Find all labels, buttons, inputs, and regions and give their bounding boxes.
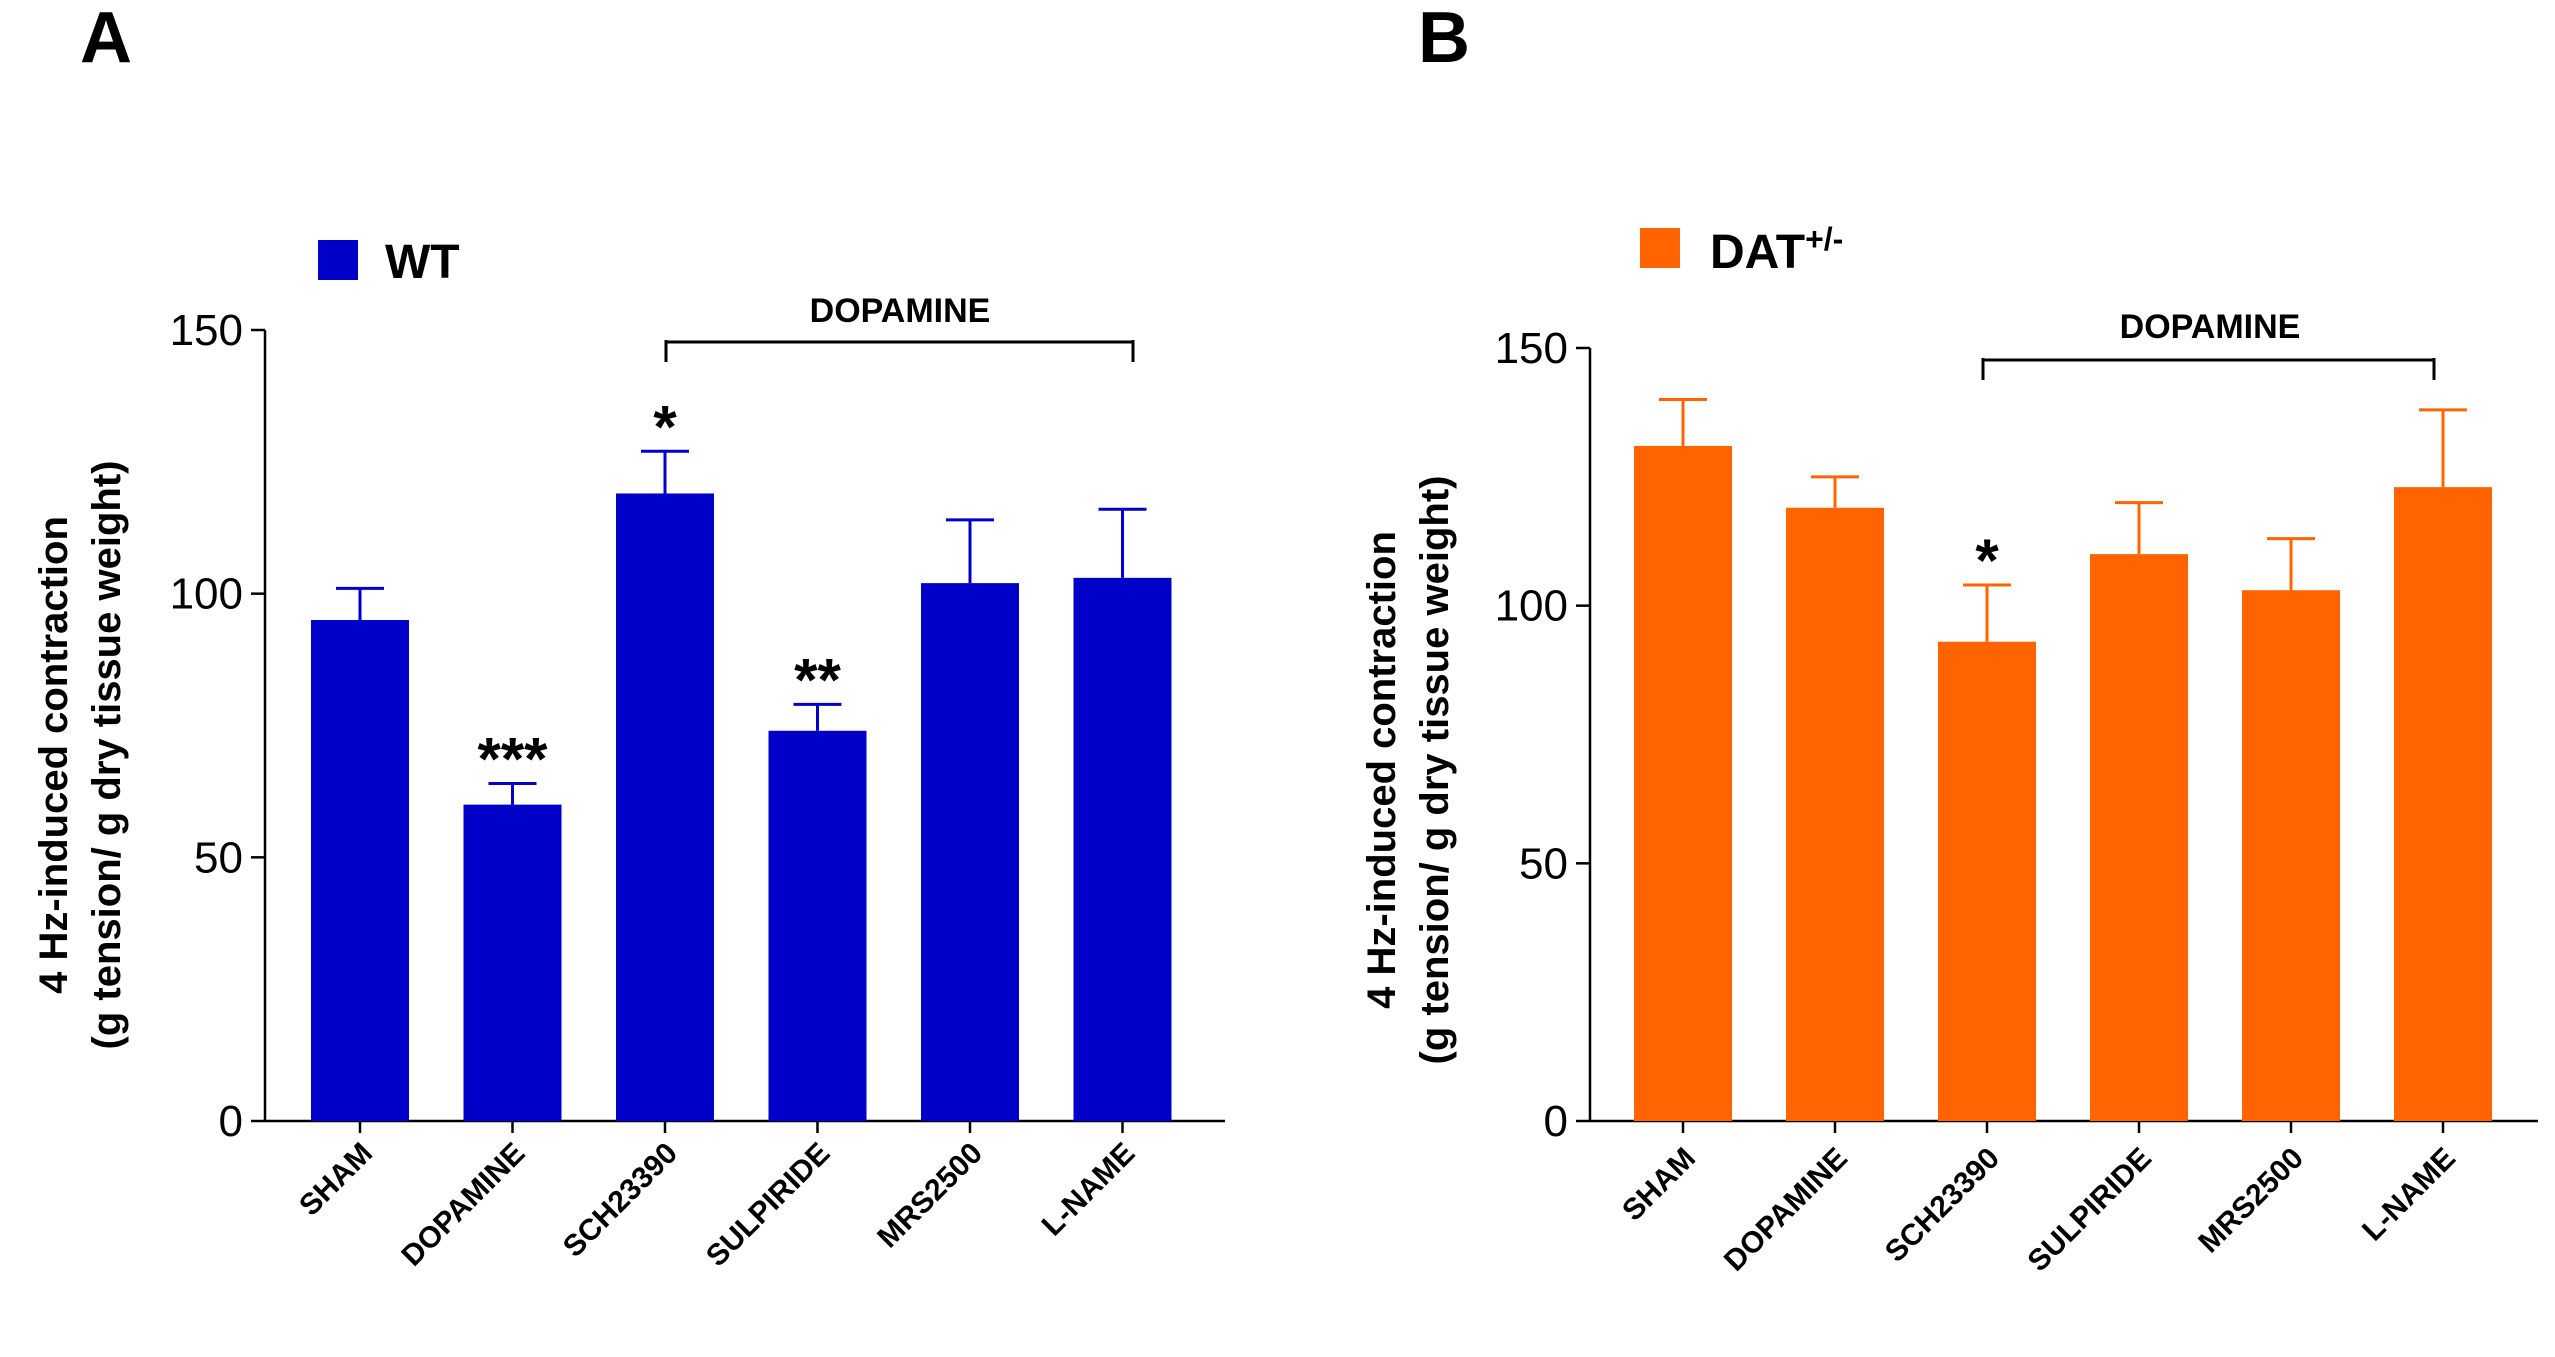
bar bbox=[463, 804, 562, 1121]
bracket-label: DOPAMINE bbox=[2120, 308, 2301, 346]
bar bbox=[311, 620, 409, 1121]
bar bbox=[1634, 445, 1732, 1121]
bar bbox=[616, 493, 714, 1121]
category-label: SHAM bbox=[293, 1137, 379, 1223]
bar bbox=[768, 730, 867, 1121]
bar bbox=[921, 583, 1019, 1121]
y-axis-label-line1: 4 Hz-induced contraction bbox=[1360, 531, 1404, 1009]
bar bbox=[2090, 554, 2188, 1121]
category-label: MRS2500 bbox=[2192, 1142, 2310, 1260]
bar bbox=[1073, 577, 1172, 1121]
y-axis-label-line2: (g tension/ g dry tissue weight) bbox=[1413, 476, 1457, 1065]
y-axis-label-line2: (g tension/ g dry tissue weight) bbox=[85, 461, 129, 1050]
significance-marker: ** bbox=[794, 646, 841, 713]
category-label: SHAM bbox=[1616, 1142, 1702, 1228]
category-label: DOPAMINE bbox=[395, 1137, 531, 1273]
significance-marker: * bbox=[1975, 527, 1999, 594]
legend-label: DAT+/- bbox=[1710, 221, 1843, 279]
y-tick-label: 50 bbox=[194, 833, 243, 882]
y-tick-label: 150 bbox=[170, 306, 243, 355]
bar bbox=[2394, 487, 2492, 1121]
y-tick-label: 50 bbox=[1519, 839, 1568, 888]
category-label: L-NAME bbox=[1036, 1137, 1142, 1243]
bar bbox=[2242, 590, 2340, 1121]
bar bbox=[1786, 507, 1884, 1122]
y-tick-label: 0 bbox=[219, 1097, 243, 1146]
category-label: L-NAME bbox=[2356, 1142, 2462, 1248]
panel-label: B bbox=[1418, 0, 1470, 78]
y-axis-label-line1: 4 Hz-induced contraction bbox=[32, 516, 76, 994]
significance-marker: * bbox=[653, 393, 677, 460]
bracket-label: DOPAMINE bbox=[810, 292, 991, 330]
category-label: SCH23390 bbox=[1879, 1142, 2006, 1269]
y-tick-label: 100 bbox=[1495, 582, 1568, 631]
category-label: SCH23390 bbox=[557, 1137, 684, 1264]
y-tick-label: 150 bbox=[1495, 324, 1568, 373]
panel-label: A bbox=[80, 0, 132, 78]
significance-marker: *** bbox=[477, 726, 548, 793]
plot-area: 0 50 100 150 SHAM DOPAMINE *** SCH23390 * SULPIRI… bbox=[170, 306, 1225, 1273]
category-label: DOPAMINE bbox=[1718, 1142, 1854, 1278]
legend-swatch bbox=[318, 240, 358, 280]
panel-a: A WT DOPAMINE 4 Hz-induced contraction (… bbox=[32, 0, 1225, 1273]
panel-b: B DAT+/- DOPAMINE 4 Hz-induced contracti… bbox=[1360, 0, 2538, 1278]
category-label: SULPIRIDE bbox=[700, 1137, 836, 1273]
legend-label: WT bbox=[385, 236, 460, 289]
category-label: MRS2500 bbox=[871, 1137, 989, 1255]
legend-swatch bbox=[1640, 228, 1680, 268]
y-tick-label: 0 bbox=[1544, 1097, 1568, 1146]
bar bbox=[1938, 641, 2036, 1121]
category-label: SULPIRIDE bbox=[2021, 1142, 2157, 1278]
y-tick-label: 100 bbox=[170, 570, 243, 619]
plot-area: 0 50 100 150 SHAM DOPAMINE SCH23390 * SULPIRIDE M… bbox=[1495, 324, 2538, 1278]
